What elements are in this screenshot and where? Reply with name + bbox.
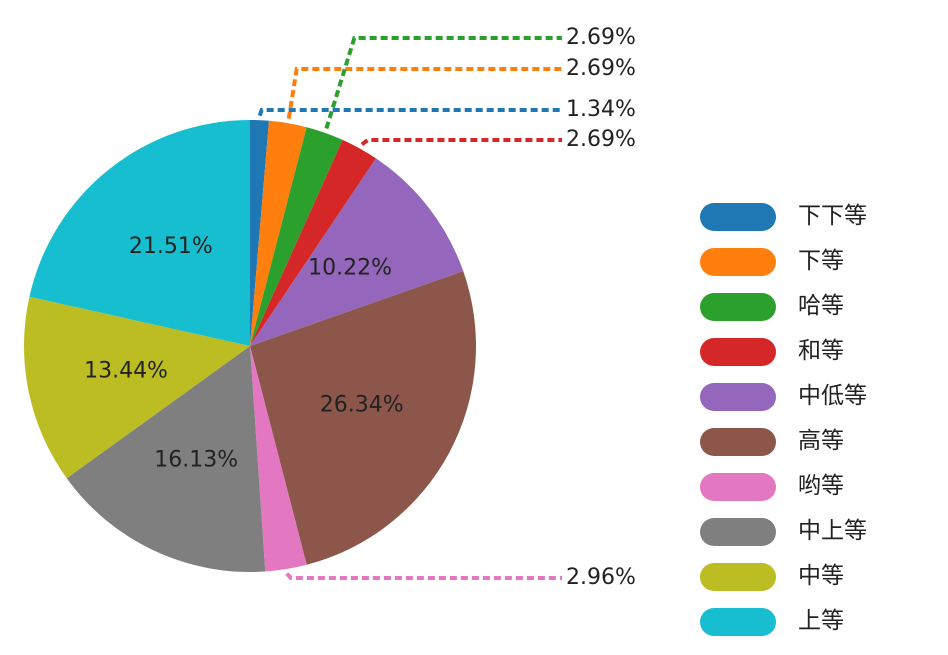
- slice-label: 21.51%: [129, 234, 213, 259]
- legend-label: 中上等: [798, 518, 867, 544]
- legend-item: 和等: [700, 333, 940, 378]
- legend-swatch: [700, 563, 776, 591]
- pie-slice: [250, 120, 270, 346]
- pie-slice: [29, 120, 251, 346]
- slice-label: 2.69%: [566, 127, 636, 152]
- legend-label: 高等: [798, 428, 844, 454]
- legend-label: 哟等: [798, 473, 844, 499]
- legend-swatch: [700, 338, 776, 366]
- pie-slice: [250, 346, 307, 572]
- legend-label: 上等: [798, 608, 844, 634]
- callout-leader: [285, 572, 562, 580]
- legend-label: 下等: [798, 248, 844, 274]
- legend-item: 上等: [700, 603, 940, 648]
- pie-slice: [250, 158, 464, 346]
- pie-slice: [66, 346, 266, 572]
- legend-label: 哈等: [798, 293, 844, 319]
- pie-slice: [250, 271, 476, 565]
- legend-label: 中低等: [798, 383, 867, 409]
- pie-slices: [23, 120, 476, 572]
- slice-label: 26.34%: [320, 393, 404, 418]
- slice-labels: 1.34% 2.69% 2.69% 2.69% 10.22% 26.34% 2.96% 16.…: [84, 25, 636, 590]
- legend-swatch: [700, 248, 776, 276]
- callout-leader: [286, 67, 562, 120]
- slice-label: 2.69%: [566, 25, 636, 50]
- legend-label: 和等: [798, 338, 844, 364]
- slice-label: 16.13%: [154, 448, 238, 473]
- legend-label: 下下等: [798, 203, 867, 229]
- callout-leader: [257, 108, 562, 117]
- pie-slice: [250, 127, 343, 346]
- slice-label: 1.34%: [566, 97, 636, 122]
- legend-swatch: [700, 473, 776, 501]
- legend-item: 高等: [700, 423, 940, 468]
- slice-label: 10.22%: [308, 256, 392, 281]
- legend-item: 哟等: [700, 468, 940, 513]
- legend-item: 中上等: [700, 513, 940, 558]
- pie-slice: [250, 120, 307, 347]
- slice-label: 13.44%: [84, 358, 168, 383]
- legend-swatch: [700, 203, 776, 231]
- slice-label: 2.69%: [566, 56, 636, 81]
- legend-label: 中等: [798, 563, 844, 589]
- callout-leader: [360, 138, 562, 147]
- pie-slice: [250, 139, 376, 346]
- legend-item: 下下等: [700, 198, 940, 243]
- slice-label: 2.96%: [566, 565, 636, 590]
- legend-swatch: [700, 518, 776, 546]
- legend-swatch: [700, 293, 776, 321]
- callout-leaders: [257, 36, 562, 580]
- legend: 下下等下等哈等和等中低等高等哟等中上等中等上等: [700, 198, 940, 648]
- callout-leader: [324, 36, 562, 130]
- legend-item: 中等: [700, 558, 940, 603]
- legend-swatch: [700, 608, 776, 636]
- legend-item: 中低等: [700, 378, 940, 423]
- legend-swatch: [700, 383, 776, 411]
- pie-slice: [23, 296, 250, 479]
- legend-swatch: [700, 428, 776, 456]
- legend-item: 下等: [700, 243, 940, 288]
- legend-item: 哈等: [700, 288, 940, 333]
